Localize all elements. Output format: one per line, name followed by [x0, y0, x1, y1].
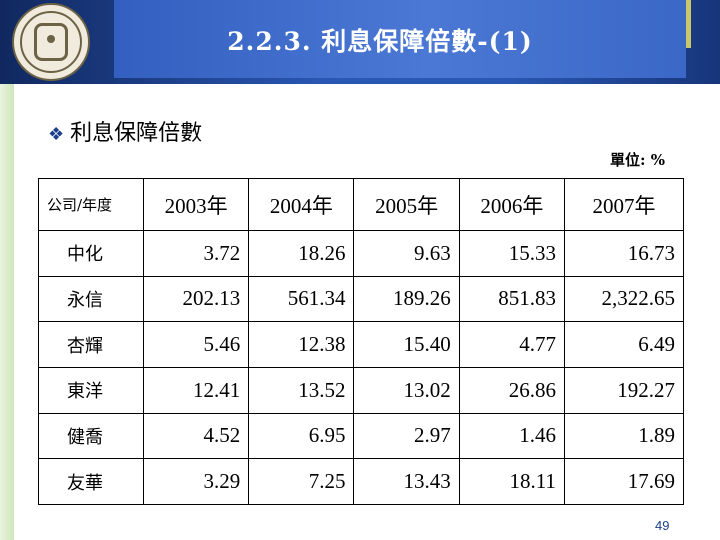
section-heading: ❖ 利息保障倍數 [48, 115, 202, 147]
table-cell: 1.46 [458, 412, 565, 460]
table-cell: 7.25 [248, 458, 355, 505]
year-header: 2005年 [353, 178, 460, 231]
year-header: 2003年 [142, 178, 250, 231]
company-name: 友華 [38, 458, 144, 505]
table-row: 中化 3.72 18.26 9.63 15.33 16.73 [38, 230, 685, 277]
year-header: 2006年 [458, 178, 565, 231]
interest-coverage-table: 公司/年度 2003年 2004年 2005年 2006年 2007年 中化 3… [38, 178, 685, 505]
table-cell: 6.49 [563, 321, 685, 368]
table-cell: 12.41 [142, 366, 250, 414]
header-title-panel [114, 0, 686, 78]
left-decorative-stripe [0, 84, 14, 540]
section-heading-text: 利息保障倍數 [70, 121, 203, 146]
table-cell: 15.33 [458, 230, 565, 277]
page-number: 49 [655, 518, 670, 533]
year-header: 2004年 [248, 178, 355, 231]
table-cell: 2,322.65 [563, 275, 685, 323]
table-cell: 13.52 [248, 366, 355, 414]
company-name: 杏輝 [38, 321, 144, 368]
table-cell: 18.11 [458, 458, 565, 505]
table-cell: 15.40 [353, 321, 460, 368]
table-cell: 13.02 [353, 366, 460, 414]
table-row: 東洋 12.41 13.52 13.02 26.86 192.27 [38, 366, 685, 414]
table-cell: 561.34 [248, 275, 355, 323]
table-cell: 3.29 [142, 458, 250, 505]
table-cell: 2.97 [353, 412, 460, 460]
company-name: 永信 [38, 275, 144, 323]
table-cell: 13.43 [353, 458, 460, 505]
table-cell: 202.13 [142, 275, 250, 323]
table-row: 友華 3.29 7.25 13.43 18.11 17.69 [38, 458, 685, 505]
table-cell: 1.89 [563, 412, 685, 460]
table-cell: 6.95 [248, 412, 355, 460]
company-name: 東洋 [38, 366, 144, 414]
table-cell: 4.52 [142, 412, 250, 460]
table-cell: 26.86 [458, 366, 565, 414]
table-cell: 17.69 [563, 458, 685, 505]
header-accent-bar [686, 0, 691, 48]
corner-header: 公司/年度 [38, 178, 144, 231]
table-cell: 9.63 [353, 230, 460, 277]
university-seal-icon [12, 3, 90, 81]
table-row: 杏輝 5.46 12.38 15.40 4.77 6.49 [38, 321, 685, 368]
table-cell: 192.27 [563, 366, 685, 414]
company-name: 健喬 [38, 412, 144, 460]
slide-title: 2.2.3. 利息保障倍數-(1) [227, 27, 533, 56]
company-name: 中化 [38, 230, 144, 277]
table-cell: 3.72 [142, 230, 250, 277]
table-cell: 16.73 [563, 230, 685, 277]
diamond-bullet-icon: ❖ [48, 124, 65, 145]
table-cell: 851.83 [458, 275, 565, 323]
table-cell: 5.46 [142, 321, 250, 368]
year-header: 2007年 [563, 178, 685, 231]
table-cell: 12.38 [248, 321, 355, 368]
table-cell: 18.26 [248, 230, 355, 277]
table-header-row: 公司/年度 2003年 2004年 2005年 2006年 2007年 [38, 178, 685, 231]
slide-header: 2.2.3. 利息保障倍數-(1) [0, 0, 720, 84]
table-row: 健喬 4.52 6.95 2.97 1.46 1.89 [38, 412, 685, 460]
table-cell: 189.26 [353, 275, 460, 323]
unit-label: 單位: % [610, 151, 666, 169]
table-cell: 4.77 [458, 321, 565, 368]
table-row: 永信 202.13 561.34 189.26 851.83 2,322.65 [38, 275, 685, 323]
